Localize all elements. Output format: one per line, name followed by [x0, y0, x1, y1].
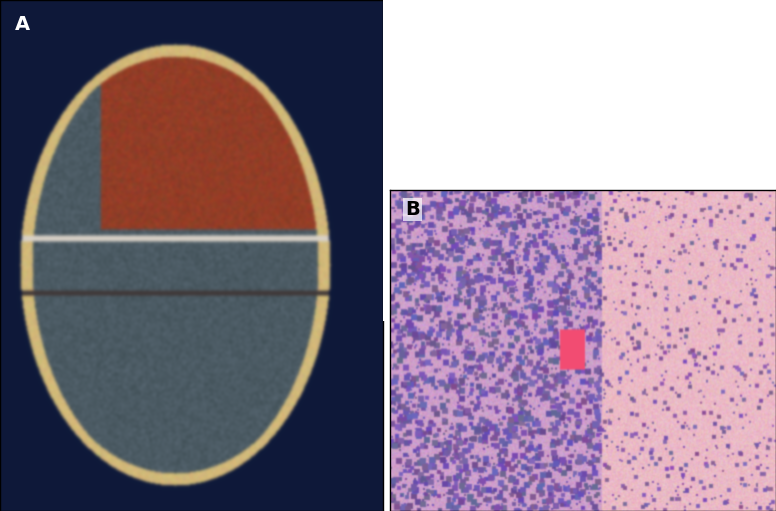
Text: A: A — [16, 15, 30, 34]
Text: B: B — [405, 200, 420, 219]
